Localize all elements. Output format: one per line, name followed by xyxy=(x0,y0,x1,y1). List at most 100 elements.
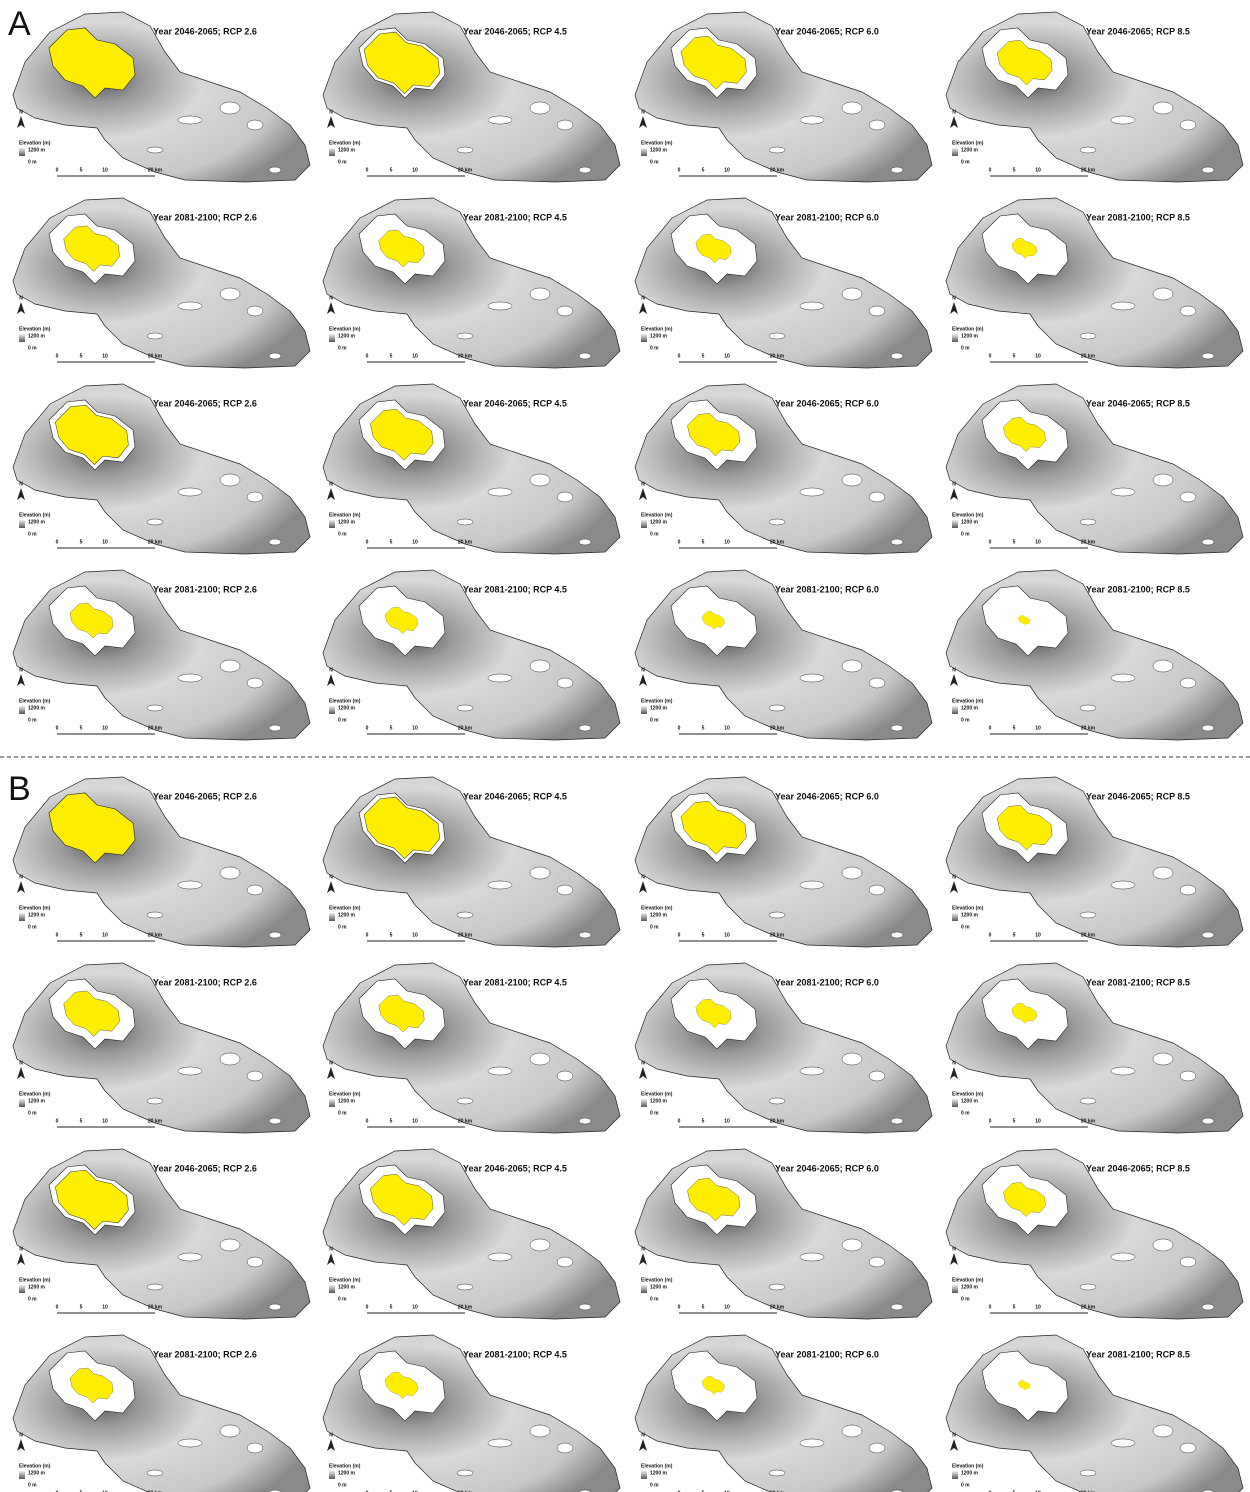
panel-title: Year 2081-2100; RCP 4.5 xyxy=(463,977,567,987)
legend-ramp xyxy=(329,1285,335,1293)
suitable-patch xyxy=(557,306,573,316)
legend-title: Elevation (m) xyxy=(329,905,361,911)
legend-min: 0 m xyxy=(338,159,347,165)
scale-label: 10 xyxy=(102,1304,108,1310)
legend-title: Elevation (m) xyxy=(19,1463,51,1469)
suitable-patch xyxy=(1153,474,1173,486)
suitable-patch xyxy=(530,1239,550,1251)
land-relief xyxy=(323,198,620,368)
legend-min: 0 m xyxy=(961,924,970,930)
legend-title: Elevation (m) xyxy=(641,1463,673,1469)
suitable-patch xyxy=(488,488,512,496)
suitable-patch xyxy=(1180,1443,1196,1453)
legend-max: 1200 m xyxy=(650,1284,668,1290)
suitable-patch xyxy=(800,674,824,682)
suitable-patch xyxy=(1180,1071,1196,1081)
legend-max: 1200 m xyxy=(650,912,668,918)
land-relief xyxy=(323,1149,620,1319)
panel-title: Year 2081-2100; RCP 4.5 xyxy=(463,584,567,594)
land-relief xyxy=(13,570,310,740)
map-panel: Year 2046-2065; RCP 6.0NElevation (m)120… xyxy=(635,12,932,182)
suitable-patch xyxy=(247,306,263,316)
scale-label: 10 xyxy=(102,539,108,545)
suitable-patch xyxy=(457,519,473,525)
suitable-patch xyxy=(530,1425,550,1437)
scale-label: 10 xyxy=(412,932,418,938)
suitable-patch xyxy=(769,1470,785,1476)
north-label: N xyxy=(19,1432,23,1438)
scale-label: 0 xyxy=(366,167,369,173)
suitable-patch xyxy=(579,725,591,731)
scale-label: 10 xyxy=(724,1304,730,1310)
legend-title: Elevation (m) xyxy=(329,1277,361,1283)
suitable-patch xyxy=(800,116,824,124)
legend-min: 0 m xyxy=(28,717,37,723)
scale-label: 0 xyxy=(678,353,681,359)
suitable-patch xyxy=(269,353,281,359)
scale-label: 0 xyxy=(989,1118,992,1124)
scale-label: 0 xyxy=(366,353,369,359)
north-arrow xyxy=(950,116,958,128)
scale-label: 5 xyxy=(80,353,83,359)
scale-label: 10 xyxy=(102,932,108,938)
scale-label: 0 xyxy=(678,539,681,545)
scale-label: 20 km xyxy=(458,932,473,938)
legend-ramp xyxy=(329,520,335,528)
suitable-patch xyxy=(869,1257,885,1267)
legend-ramp xyxy=(329,1471,335,1479)
scale-label: 10 xyxy=(412,1118,418,1124)
suitable-patch xyxy=(147,147,163,153)
north-arrow xyxy=(639,1067,647,1079)
north-label: N xyxy=(641,481,645,487)
legend-min: 0 m xyxy=(650,717,659,723)
scale-label: 5 xyxy=(390,932,393,938)
suitable-patch xyxy=(1080,705,1096,711)
suitable-patch xyxy=(579,1304,591,1310)
scale-label: 0 xyxy=(366,1304,369,1310)
map-panel: Year 2046-2065; RCP 2.6NElevation (m)120… xyxy=(13,384,310,554)
scale-label: 10 xyxy=(1035,539,1041,545)
suitable-patch xyxy=(488,1067,512,1075)
north-arrow xyxy=(327,1253,335,1265)
scale-label: 5 xyxy=(1013,725,1016,731)
legend-title: Elevation (m) xyxy=(329,1091,361,1097)
suitable-patch xyxy=(579,932,591,938)
scale-label: 0 xyxy=(56,932,59,938)
suitable-patch xyxy=(842,1239,862,1251)
suitable-patch xyxy=(488,881,512,889)
suitable-patch xyxy=(530,660,550,672)
legend-min: 0 m xyxy=(650,924,659,930)
suitable-patch xyxy=(891,353,903,359)
suitable-patch xyxy=(247,492,263,502)
suitable-patch xyxy=(220,1239,240,1251)
suitable-patch xyxy=(1153,288,1173,300)
legend-ramp xyxy=(329,334,335,342)
panel-title: Year 2046-2065; RCP 4.5 xyxy=(463,791,567,801)
legend-min: 0 m xyxy=(961,1110,970,1116)
suitable-patch xyxy=(457,333,473,339)
legend-min: 0 m xyxy=(338,717,347,723)
panel-title: Year 2046-2065; RCP 6.0 xyxy=(775,791,879,801)
suitable-patch xyxy=(1080,147,1096,153)
suitable-patch xyxy=(769,147,785,153)
suitable-patch xyxy=(488,674,512,682)
suitable-patch xyxy=(800,1067,824,1075)
legend-max: 1200 m xyxy=(338,1284,356,1290)
north-label: N xyxy=(952,1060,956,1066)
legend-ramp xyxy=(19,1471,25,1479)
suitable-patch xyxy=(1111,1253,1135,1261)
legend-ramp xyxy=(952,148,958,156)
suitable-patch xyxy=(1153,1425,1173,1437)
suitable-patch xyxy=(1111,674,1135,682)
north-label: N xyxy=(19,295,23,301)
suitable-patch xyxy=(1111,881,1135,889)
land-relief xyxy=(323,963,620,1133)
legend-title: Elevation (m) xyxy=(641,140,673,146)
land-relief xyxy=(635,777,932,947)
map-panel: Year 2046-2065; RCP 4.5NElevation (m)120… xyxy=(323,12,620,182)
legend-max: 1200 m xyxy=(650,147,668,153)
scale-label: 5 xyxy=(390,353,393,359)
scale-label: 20 km xyxy=(148,725,163,731)
